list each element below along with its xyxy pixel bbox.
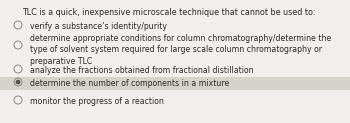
Text: verify a substance’s identity/purity: verify a substance’s identity/purity [30, 22, 167, 31]
Text: determine the number of components in a mixture: determine the number of components in a … [30, 79, 229, 88]
Circle shape [16, 80, 20, 84]
Text: monitor the progress of a reaction: monitor the progress of a reaction [30, 97, 164, 106]
Text: TLC is a quick, inexpensive microscale technique that cannot be used to:: TLC is a quick, inexpensive microscale t… [22, 8, 316, 17]
Text: determine appropriate conditions for column chromatography/determine the
type of: determine appropriate conditions for col… [30, 34, 331, 66]
Text: analyze the fractions obtained from fractional distillation: analyze the fractions obtained from frac… [30, 66, 254, 75]
FancyBboxPatch shape [0, 77, 350, 90]
